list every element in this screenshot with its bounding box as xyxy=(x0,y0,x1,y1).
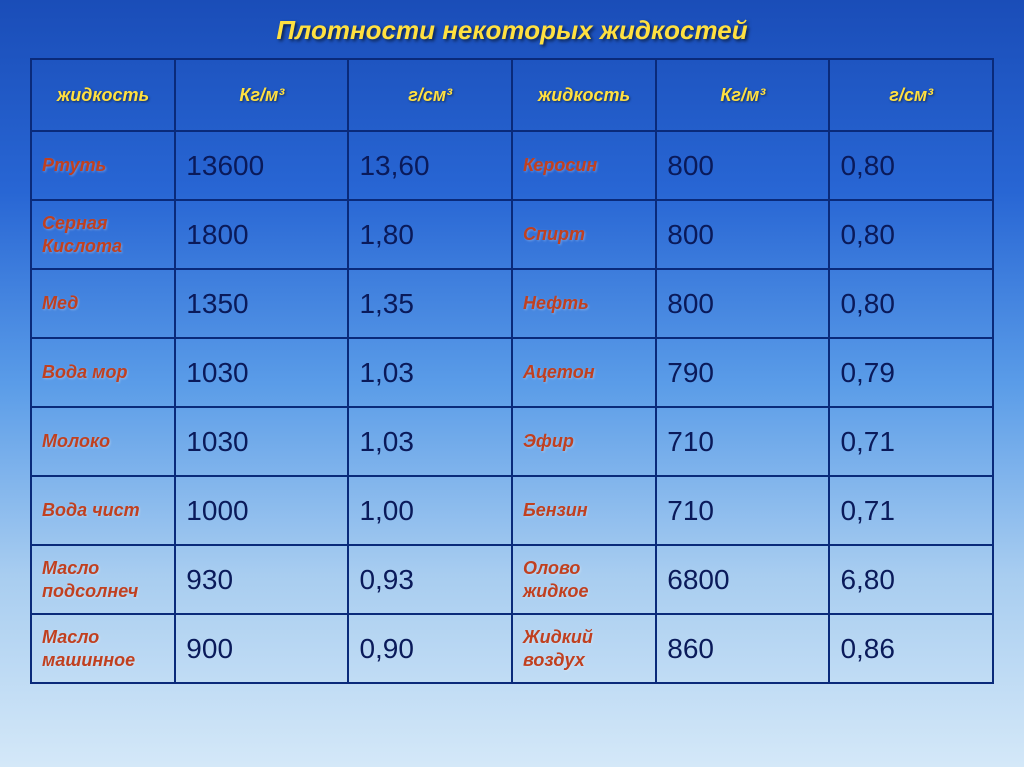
header-kgm3-left: Кг/м³ xyxy=(175,59,348,131)
density-gcm3-left: 1,35 xyxy=(348,269,512,338)
density-table: жидкость Кг/м³ г/см³ жидкость Кг/м³ г/см… xyxy=(30,58,994,684)
density-gcm3-left: 0,93 xyxy=(348,545,512,614)
liquid-name-left: Масло подсолнеч xyxy=(31,545,175,614)
table-row: Ртуть1360013,60Керосин8000,80 xyxy=(31,131,993,200)
header-gcm3-left: г/см³ xyxy=(348,59,512,131)
header-kgm3-right: Кг/м³ xyxy=(656,59,829,131)
density-gcm3-left: 1,03 xyxy=(348,407,512,476)
density-kgm3-right: 800 xyxy=(656,269,829,338)
density-kgm3-left: 930 xyxy=(175,545,348,614)
page-title: Плотности некоторых жидкостей xyxy=(30,15,994,46)
density-kgm3-right: 6800 xyxy=(656,545,829,614)
header-liquid-left: жидкость xyxy=(31,59,175,131)
density-gcm3-right: 6,80 xyxy=(829,545,993,614)
density-gcm3-left: 1,03 xyxy=(348,338,512,407)
density-kgm3-left: 900 xyxy=(175,614,348,683)
header-gcm3-right: г/см³ xyxy=(829,59,993,131)
table-row: Масло подсолнеч9300,93Олово жидкое68006,… xyxy=(31,545,993,614)
density-kgm3-right: 790 xyxy=(656,338,829,407)
density-kgm3-right: 710 xyxy=(656,407,829,476)
density-gcm3-right: 0,71 xyxy=(829,476,993,545)
liquid-name-right: Ацетон xyxy=(512,338,656,407)
table-row: Вода чист10001,00Бензин7100,71 xyxy=(31,476,993,545)
table-row: Серная Кислота18001,80Спирт8000,80 xyxy=(31,200,993,269)
liquid-name-left: Вода чист xyxy=(31,476,175,545)
liquid-name-right: Жидкий воздух xyxy=(512,614,656,683)
density-gcm3-right: 0,86 xyxy=(829,614,993,683)
liquid-name-right: Эфир xyxy=(512,407,656,476)
table-row: Молоко10301,03Эфир7100,71 xyxy=(31,407,993,476)
liquid-name-left: Вода мор xyxy=(31,338,175,407)
density-kgm3-right: 710 xyxy=(656,476,829,545)
density-kgm3-left: 1000 xyxy=(175,476,348,545)
density-kgm3-right: 860 xyxy=(656,614,829,683)
density-gcm3-left: 1,00 xyxy=(348,476,512,545)
density-kgm3-left: 1800 xyxy=(175,200,348,269)
density-kgm3-left: 1030 xyxy=(175,338,348,407)
table-row: Масло машинное9000,90Жидкий воздух8600,8… xyxy=(31,614,993,683)
density-gcm3-right: 0,80 xyxy=(829,200,993,269)
liquid-name-left: Ртуть xyxy=(31,131,175,200)
density-gcm3-right: 0,80 xyxy=(829,269,993,338)
density-gcm3-left: 0,90 xyxy=(348,614,512,683)
liquid-name-left: Мед xyxy=(31,269,175,338)
density-kgm3-left: 1030 xyxy=(175,407,348,476)
table-header-row: жидкость Кг/м³ г/см³ жидкость Кг/м³ г/см… xyxy=(31,59,993,131)
header-liquid-right: жидкость xyxy=(512,59,656,131)
density-gcm3-right: 0,71 xyxy=(829,407,993,476)
liquid-name-right: Олово жидкое xyxy=(512,545,656,614)
density-gcm3-right: 0,80 xyxy=(829,131,993,200)
table-row: Вода мор10301,03Ацетон7900,79 xyxy=(31,338,993,407)
table-row: Мед13501,35Нефть8000,80 xyxy=(31,269,993,338)
density-gcm3-left: 13,60 xyxy=(348,131,512,200)
density-kgm3-right: 800 xyxy=(656,131,829,200)
density-gcm3-right: 0,79 xyxy=(829,338,993,407)
liquid-name-left: Серная Кислота xyxy=(31,200,175,269)
liquid-name-left: Молоко xyxy=(31,407,175,476)
liquid-name-right: Керосин xyxy=(512,131,656,200)
density-kgm3-left: 13600 xyxy=(175,131,348,200)
density-kgm3-left: 1350 xyxy=(175,269,348,338)
liquid-name-left: Масло машинное xyxy=(31,614,175,683)
density-kgm3-right: 800 xyxy=(656,200,829,269)
density-gcm3-left: 1,80 xyxy=(348,200,512,269)
liquid-name-right: Бензин xyxy=(512,476,656,545)
liquid-name-right: Спирт xyxy=(512,200,656,269)
liquid-name-right: Нефть xyxy=(512,269,656,338)
